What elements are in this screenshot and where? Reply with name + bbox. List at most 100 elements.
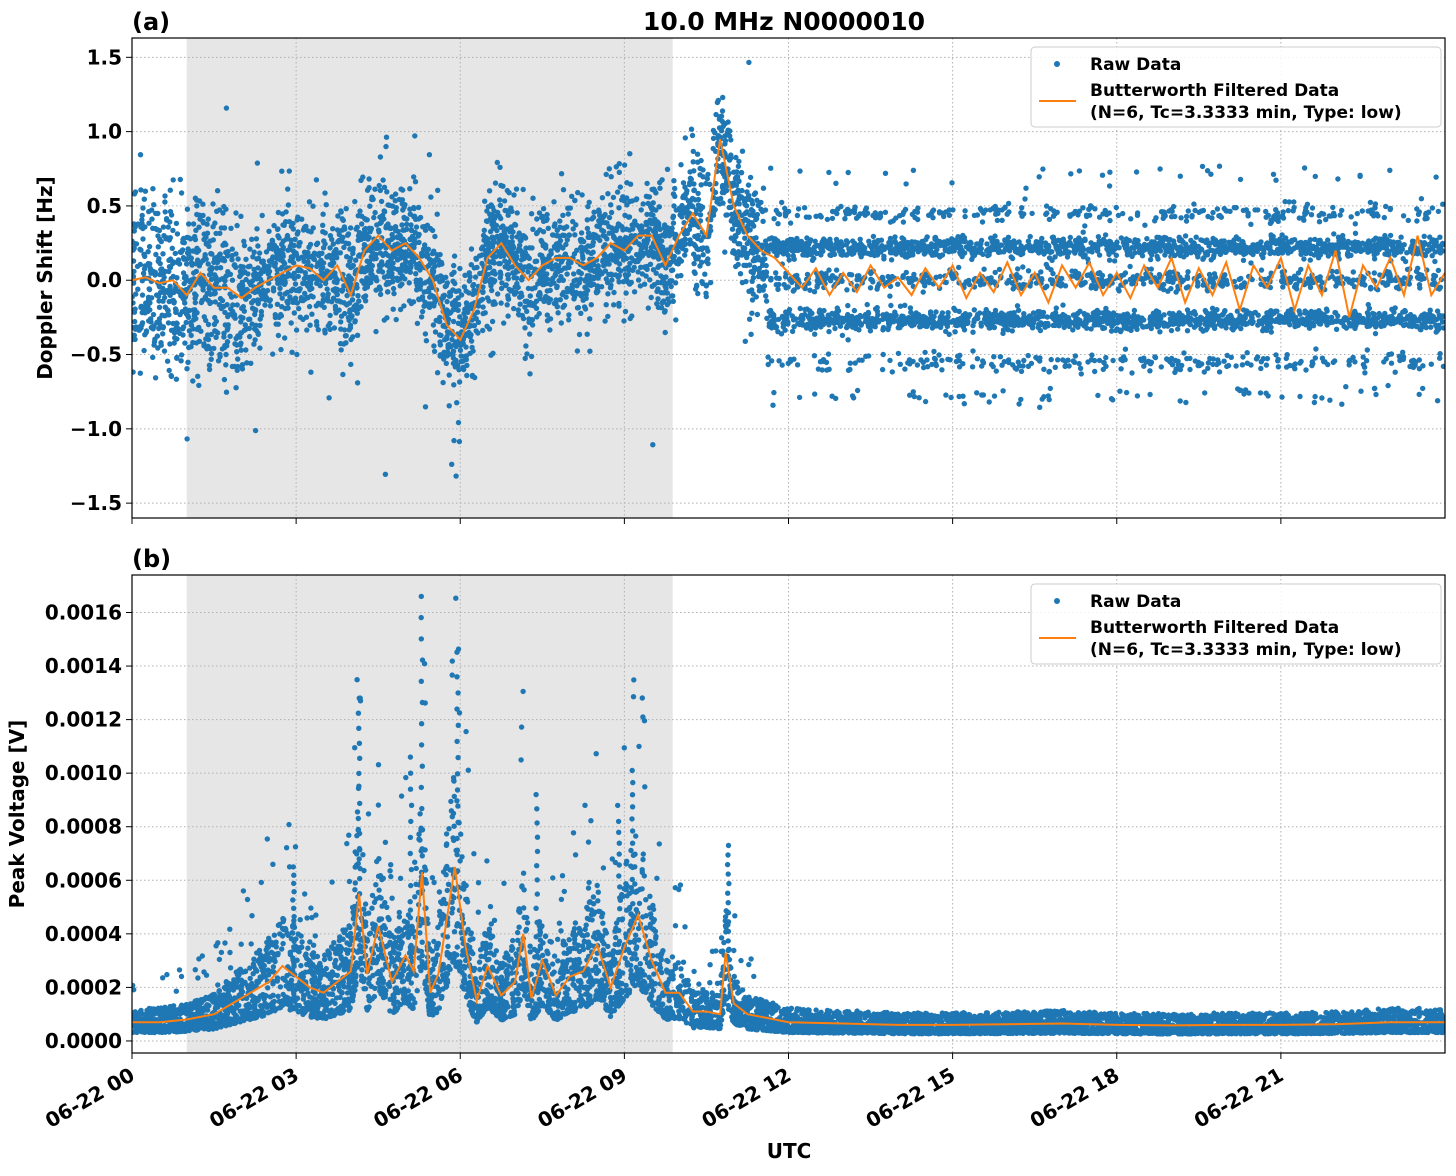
raw-point xyxy=(513,222,518,227)
raw-point xyxy=(1036,322,1041,327)
raw-point xyxy=(1053,365,1058,370)
raw-point xyxy=(1424,312,1429,317)
raw-point xyxy=(582,247,587,252)
panel-a: −1.5−1.0−0.50.00.51.01.5(a)Doppler Shift… xyxy=(33,8,1446,524)
raw-point xyxy=(1015,266,1020,271)
raw-point xyxy=(257,345,262,350)
raw-point xyxy=(1004,280,1009,285)
raw-point xyxy=(539,215,544,220)
raw-point xyxy=(1048,386,1053,391)
raw-point xyxy=(924,357,929,362)
raw-point xyxy=(132,319,137,324)
raw-point xyxy=(171,177,176,182)
raw-point xyxy=(215,188,220,193)
raw-point xyxy=(1010,256,1015,261)
raw-point xyxy=(330,226,335,231)
raw-point xyxy=(1241,208,1246,213)
raw-point xyxy=(175,231,180,236)
raw-point xyxy=(742,236,747,241)
raw-point xyxy=(650,284,655,289)
raw-point xyxy=(146,221,151,226)
raw-point xyxy=(150,186,155,191)
raw-point xyxy=(760,219,765,224)
raw-point xyxy=(435,370,440,375)
raw-point xyxy=(1237,277,1242,282)
raw-point xyxy=(184,320,189,325)
raw-point xyxy=(1107,170,1112,175)
raw-point xyxy=(391,286,396,291)
raw-point xyxy=(691,261,696,266)
raw-point xyxy=(995,218,1000,223)
raw-point xyxy=(442,337,447,342)
raw-point xyxy=(651,200,656,205)
raw-point xyxy=(490,319,495,324)
raw-point xyxy=(984,248,989,253)
raw-point xyxy=(912,209,917,214)
raw-point xyxy=(1372,270,1377,275)
raw-point xyxy=(699,182,704,187)
raw-point xyxy=(560,213,565,218)
raw-point xyxy=(207,363,212,368)
raw-point xyxy=(529,211,534,216)
raw-point xyxy=(530,227,535,232)
raw-point xyxy=(238,314,243,319)
raw-point xyxy=(739,188,744,193)
raw-point xyxy=(690,133,695,138)
raw-point xyxy=(756,267,761,272)
raw-point xyxy=(1383,283,1388,288)
raw-point xyxy=(1353,231,1358,236)
raw-point xyxy=(321,245,326,250)
raw-point xyxy=(187,308,192,313)
raw-point xyxy=(1161,312,1166,317)
raw-point xyxy=(978,321,983,326)
raw-point xyxy=(279,313,284,318)
raw-point xyxy=(571,271,576,276)
raw-point xyxy=(407,186,412,191)
raw-point xyxy=(343,241,348,246)
raw-point xyxy=(147,287,152,292)
raw-point xyxy=(1237,388,1242,393)
raw-point xyxy=(580,256,585,261)
raw-point xyxy=(1217,369,1222,374)
raw-point xyxy=(649,295,654,300)
raw-point xyxy=(1436,268,1441,273)
raw-point xyxy=(1273,178,1278,183)
raw-point xyxy=(166,320,171,325)
raw-point xyxy=(1433,174,1438,179)
raw-point xyxy=(249,300,254,305)
raw-point xyxy=(390,279,395,284)
raw-point xyxy=(133,291,138,296)
raw-point xyxy=(413,271,418,276)
raw-point xyxy=(949,180,954,185)
raw-point xyxy=(1362,370,1367,375)
raw-point xyxy=(678,162,683,167)
raw-point xyxy=(495,160,500,165)
raw-point xyxy=(1276,364,1281,369)
raw-point xyxy=(1374,211,1379,216)
raw-point xyxy=(327,245,332,250)
raw-point xyxy=(402,276,407,281)
raw-point xyxy=(875,284,880,289)
raw-point xyxy=(644,181,649,186)
raw-point xyxy=(585,217,590,222)
raw-point xyxy=(449,272,454,277)
raw-point xyxy=(174,275,179,280)
raw-point xyxy=(452,253,457,258)
raw-point xyxy=(921,289,926,294)
raw-point xyxy=(939,367,944,372)
raw-point xyxy=(1085,273,1090,278)
raw-point xyxy=(1185,269,1190,274)
raw-point xyxy=(214,209,219,214)
raw-point xyxy=(655,280,660,285)
raw-point xyxy=(746,182,751,187)
raw-point xyxy=(1023,186,1028,191)
raw-point xyxy=(1425,247,1430,252)
raw-point xyxy=(355,311,360,316)
raw-point xyxy=(530,196,535,201)
raw-point xyxy=(527,245,532,250)
chart-title: 10.0 MHz N0000010 xyxy=(643,7,925,36)
raw-point xyxy=(493,223,498,228)
raw-point xyxy=(697,166,702,171)
raw-point xyxy=(702,272,707,277)
raw-point xyxy=(273,312,278,317)
